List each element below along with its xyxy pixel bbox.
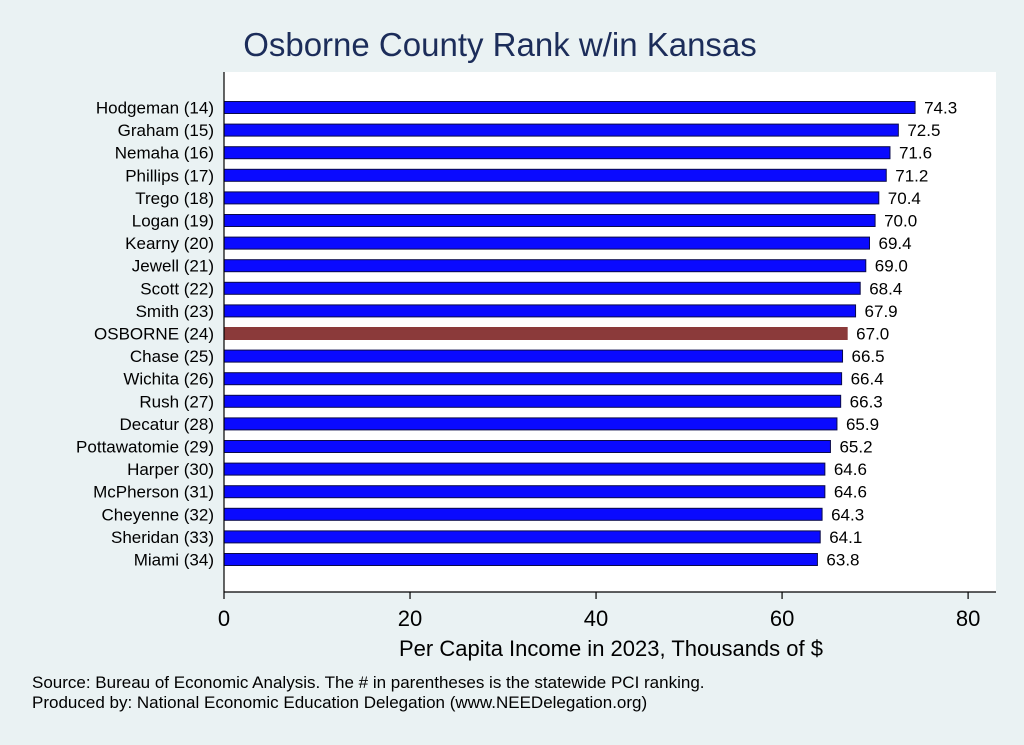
category-label: Logan (19) (132, 212, 214, 231)
value-label: 68.4 (869, 279, 902, 298)
value-label: 64.1 (829, 528, 862, 547)
category-label: Sheridan (33) (111, 528, 214, 547)
bar-chase (223, 349, 844, 363)
bar-phillips (223, 168, 887, 182)
value-label: 65.2 (839, 438, 872, 457)
source-note: Source: Bureau of Economic Analysis. The… (32, 673, 705, 692)
category-label: McPherson (31) (93, 483, 214, 502)
value-label: 72.5 (907, 121, 940, 140)
value-label: 71.6 (899, 144, 932, 163)
value-label: 64.6 (834, 483, 867, 502)
x-tick-label: 0 (218, 606, 230, 631)
value-label: 69.4 (879, 234, 912, 253)
bar-kearny (223, 236, 871, 250)
bar-nemaha (223, 146, 891, 160)
value-label: 67.9 (865, 302, 898, 321)
category-label: Graham (15) (118, 121, 214, 140)
category-label: Chase (25) (130, 347, 214, 366)
value-label: 70.4 (888, 189, 921, 208)
value-label: 63.8 (826, 551, 859, 570)
category-label: Wichita (26) (123, 370, 214, 389)
value-label: 64.3 (831, 505, 864, 524)
bar-hodgeman (223, 101, 916, 114)
value-label: 70.0 (884, 212, 917, 231)
value-label: 66.3 (850, 392, 883, 411)
category-label: Scott (22) (140, 279, 214, 298)
x-axis-title: Per Capita Income in 2023, Thousands of … (399, 636, 823, 661)
bar-scott (223, 281, 861, 295)
bar-trego (223, 191, 880, 205)
chart-title: Osborne County Rank w/in Kansas (0, 26, 1024, 64)
category-label: Kearny (20) (125, 234, 214, 253)
value-label: 71.2 (895, 166, 928, 185)
axis-layer: Hodgeman (14) Graham (15) Nemaha (16) Phill… (76, 72, 996, 631)
category-label: Miami (34) (134, 551, 214, 570)
bar-graham (223, 123, 899, 137)
value-label: 64.6 (834, 460, 867, 479)
category-label: Nemaha (16) (115, 144, 214, 163)
bar-osborne (223, 327, 848, 340)
bar-harper (223, 462, 826, 476)
category-label: Pottawatomie (29) (76, 438, 214, 457)
value-label: 74.3 (924, 99, 957, 118)
category-label: Harper (30) (127, 460, 214, 479)
x-tick-label: 60 (770, 606, 794, 631)
bar-pottawatomie (223, 440, 831, 453)
category-label: Rush (27) (139, 392, 214, 411)
bar-mcpherson (223, 485, 826, 499)
category-label: Cheyenne (32) (102, 505, 214, 524)
value-label: 69.0 (875, 257, 908, 276)
bar-decatur (223, 417, 838, 431)
category-label: Decatur (28) (120, 415, 214, 434)
value-label: 65.9 (846, 415, 879, 434)
category-label: Hodgeman (14) (96, 99, 214, 118)
value-label: 66.5 (852, 347, 885, 366)
chart-title-text: Osborne County Rank w/in Kansas (243, 26, 757, 63)
bar-jewell (223, 259, 867, 273)
bar-logan (223, 214, 876, 227)
category-label: Trego (18) (135, 189, 214, 208)
bar-smith (223, 304, 857, 318)
category-label: Phillips (17) (125, 166, 214, 185)
producer-note: Produced by: National Economic Education… (32, 693, 648, 712)
bar-miami (223, 553, 818, 566)
bar-cheyenne (223, 507, 823, 521)
bar-rush (223, 394, 842, 408)
category-label: Smith (23) (136, 302, 214, 321)
x-tick-label: 20 (398, 606, 422, 631)
bar-wichita (223, 372, 843, 386)
bar-sheridan (223, 530, 821, 544)
x-tick-label: 80 (956, 606, 980, 631)
category-label: OSBORNE (24) (94, 325, 214, 344)
x-tick-label: 40 (584, 606, 608, 631)
category-label: Jewell (21) (132, 257, 214, 276)
value-label: 66.4 (851, 370, 884, 389)
value-label: 67.0 (856, 325, 889, 344)
